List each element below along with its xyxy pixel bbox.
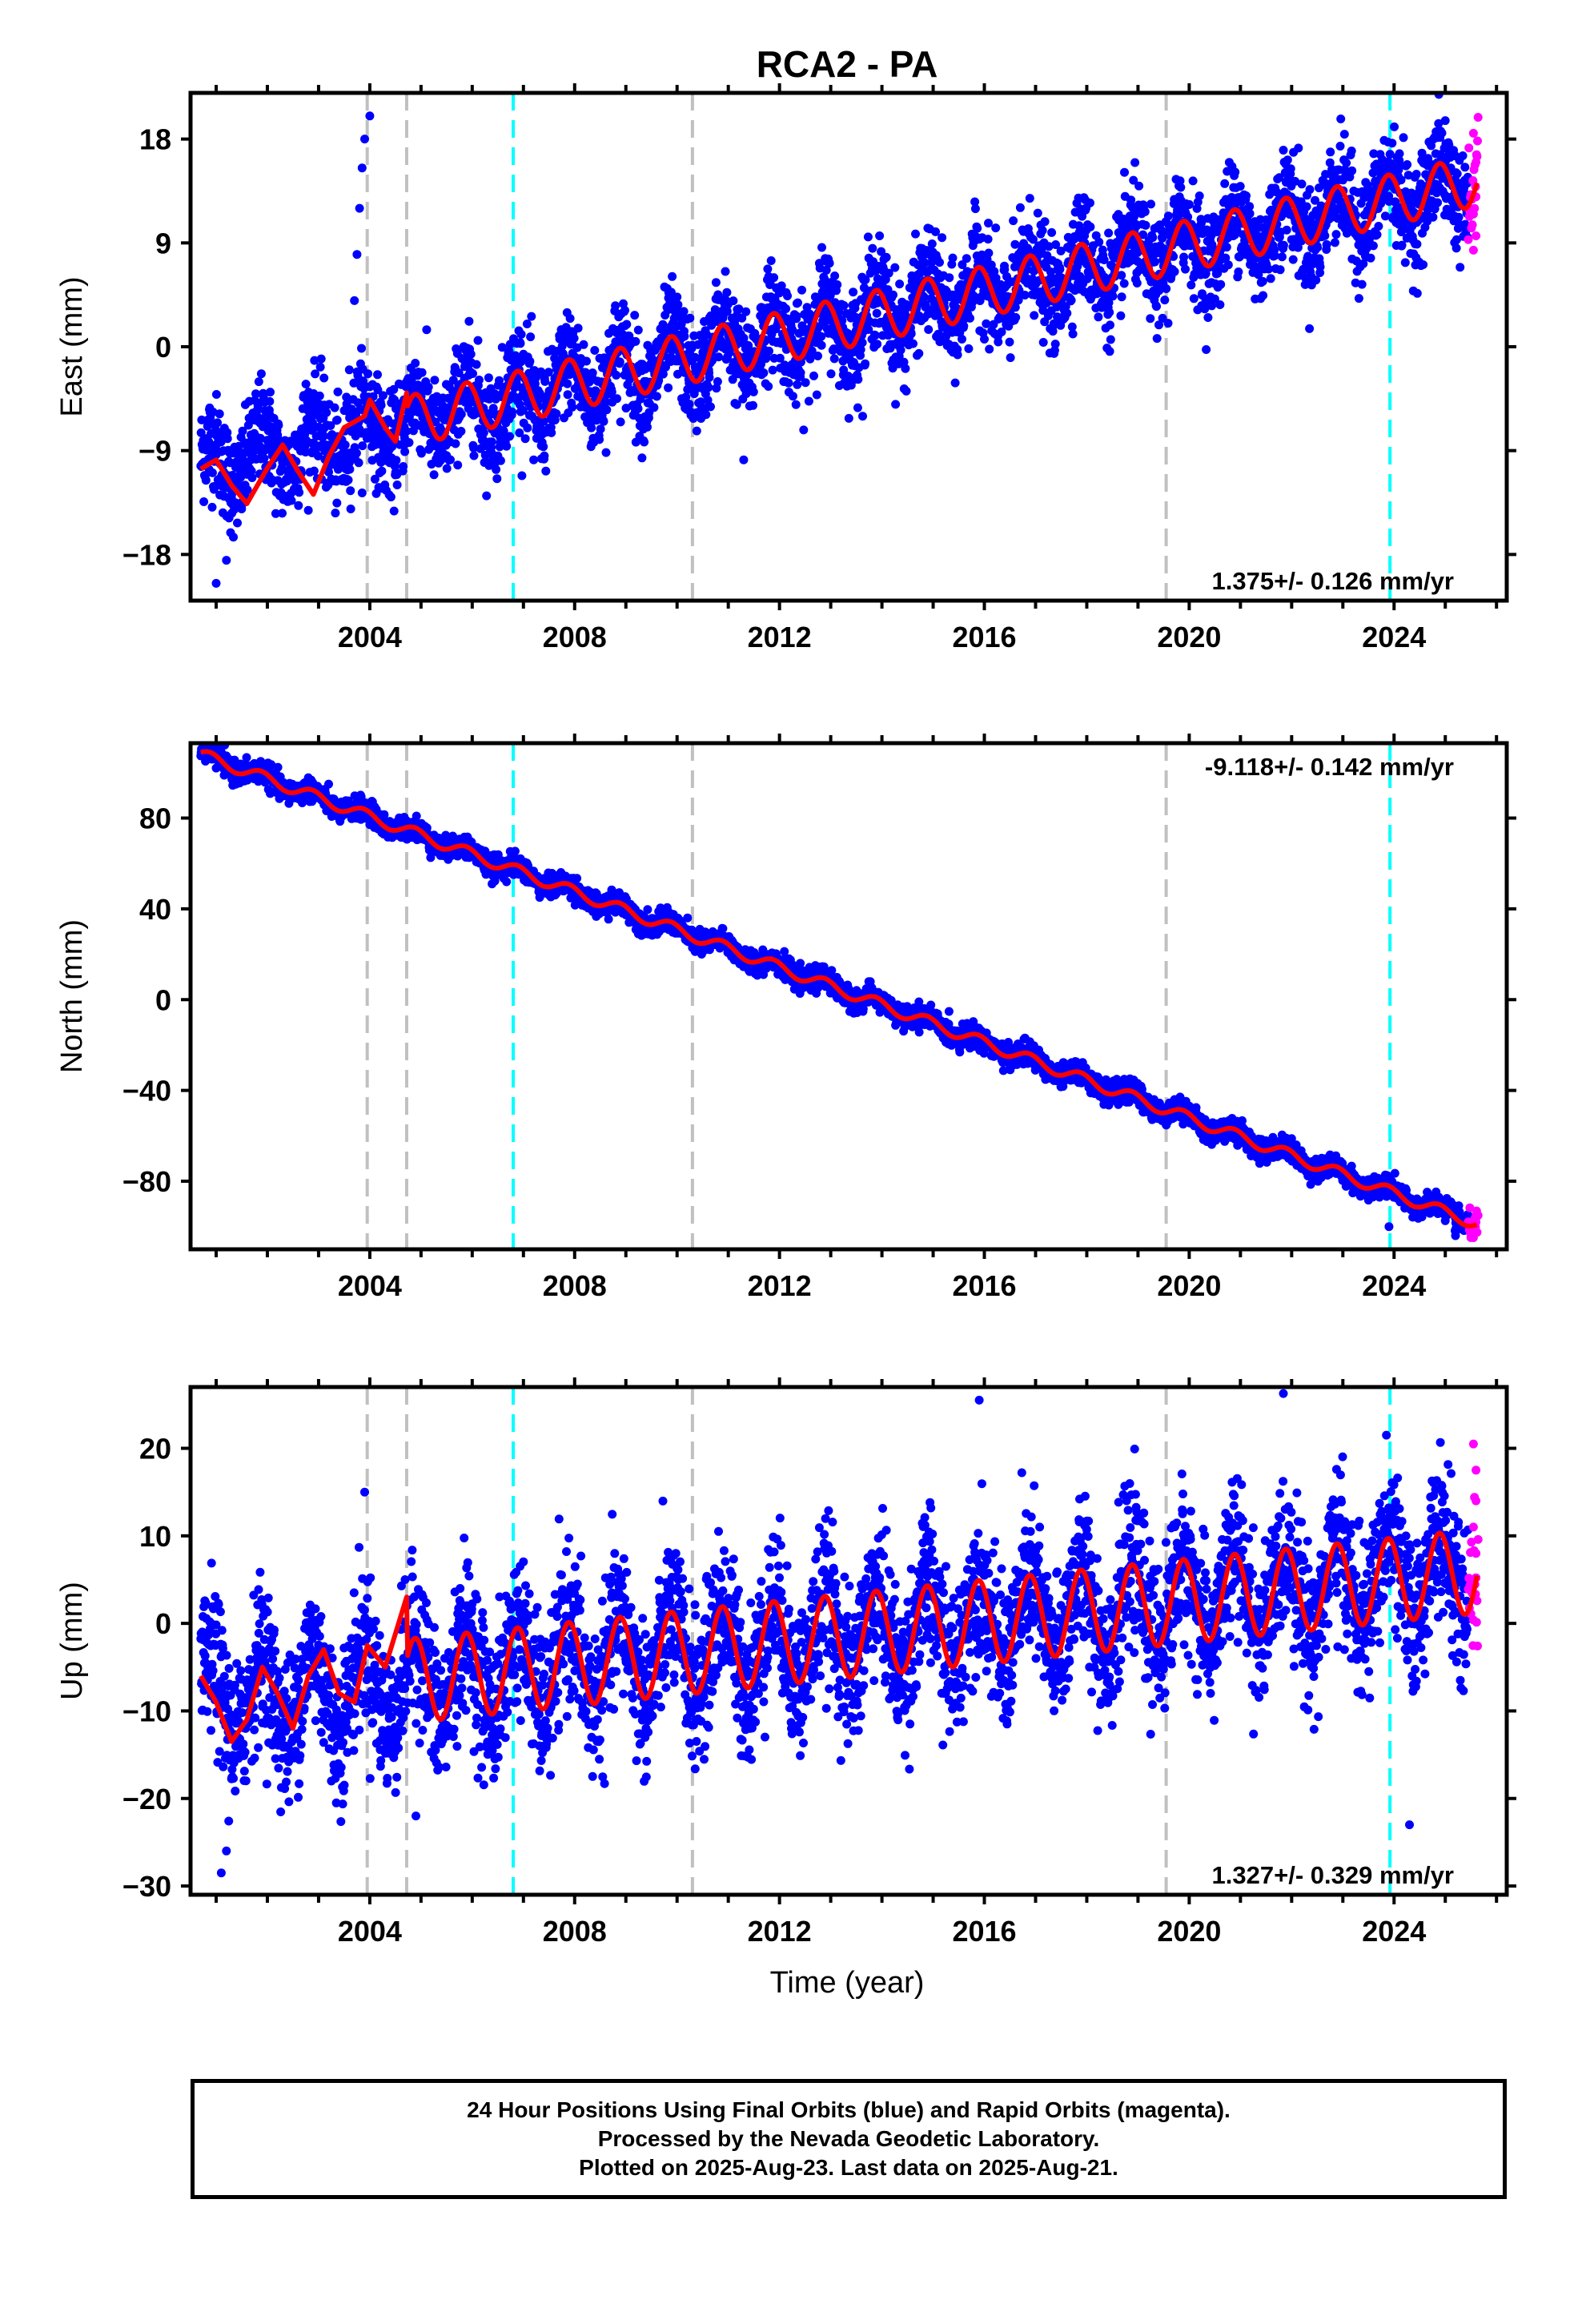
x-tick-label: 2008 (543, 1915, 607, 1948)
x-tick-label: 2016 (952, 1269, 1016, 1302)
final-orbit-points (196, 93, 1473, 588)
rate-label: 1.375+/- 0.126 mm/yr (1212, 567, 1454, 595)
model-fit-curve (199, 1530, 1480, 1744)
y-tick-label: −80 (122, 1165, 171, 1198)
x-tick-label: 2020 (1157, 1915, 1221, 1948)
x-tick-label: 2012 (748, 1269, 812, 1302)
y-tick-label: 0 (155, 1607, 171, 1640)
x-tick-label: 2008 (543, 621, 607, 653)
plot-frame (188, 741, 1509, 1252)
y-tick-label: 20 (139, 1433, 171, 1466)
y-tick-label: 18 (139, 123, 171, 156)
y-tick-label: −20 (122, 1783, 171, 1815)
final-orbit-points (196, 1389, 1473, 1878)
y-tick-label: −18 (122, 538, 171, 571)
x-tick-label: 2024 (1362, 621, 1426, 653)
y-axis-label: North (mm) (55, 919, 89, 1073)
x-tick-label: 2004 (338, 621, 402, 653)
x-tick-label: 2016 (952, 1915, 1016, 1948)
x-tick-label: 2020 (1157, 621, 1221, 653)
y-tick-label: −30 (122, 1870, 171, 1903)
model-fit-curve (199, 749, 1479, 1228)
x-tick-label: 2004 (338, 1269, 402, 1302)
x-tick-label: 2020 (1157, 1269, 1221, 1302)
footer-line-1: 24 Hour Positions Using Final Orbits (bl… (467, 2097, 1231, 2122)
panel-east: 18 9 0 −9 −18 2004 2008 2012 2016 2020 2024 East (m… (55, 83, 1516, 653)
rate-label: 1.327+/- 0.329 mm/yr (1212, 1861, 1454, 1889)
panels: 18 9 0 −9 −18 2004 2008 2012 2016 2020 2024 East (m… (55, 83, 1516, 1948)
rate-label: -9.118+/- 0.142 mm/yr (1205, 753, 1454, 781)
y-tick-label: 0 (155, 331, 171, 364)
y-axis-label: East (mm) (55, 276, 89, 416)
x-tick-label: 2008 (543, 1269, 607, 1302)
rapid-orbit-points (1464, 1203, 1483, 1242)
x-tick-label: 2016 (952, 621, 1016, 653)
y-tick-label: 80 (139, 802, 171, 835)
y-tick-label: 10 (139, 1520, 171, 1553)
y-tick-label: 0 (155, 983, 171, 1016)
x-tick-label: 2004 (338, 1915, 402, 1948)
y-tick-label: 9 (155, 227, 171, 259)
y-axis-label: Up (mm) (55, 1582, 89, 1700)
footer-line-2: Processed by the Nevada Geodetic Laborat… (597, 2126, 1100, 2151)
y-tick-label: −9 (139, 435, 171, 468)
y-tick-label: 40 (139, 893, 171, 926)
panel-north: 80 40 0 −40 −80 2004 2008 2012 2016 2020 2024 North… (55, 734, 1516, 1302)
footer-line-3: Plotted on 2025-Aug-23. Last data on 202… (579, 2155, 1118, 2180)
x-tick-label: 2024 (1362, 1915, 1426, 1948)
x-tick-label: 2012 (748, 1915, 812, 1948)
plot-frame (188, 1385, 1509, 1897)
x-tick-label: 2024 (1362, 1269, 1426, 1302)
y-tick-label: −10 (122, 1695, 171, 1727)
panel-up: 20 10 0 −10 −20 −30 2004 2008 2012 2016 2020 2024 Up… (55, 1377, 1516, 1948)
footer-box: 24 Hour Positions Using Final Orbits (bl… (191, 2079, 1507, 2199)
chart-title: RCA2 - PA (757, 43, 938, 85)
x-axis-label: Time (year) (770, 1966, 925, 2000)
x-tick-label: 2012 (748, 621, 812, 653)
model-fit-curve (199, 161, 1480, 506)
rapid-orbit-points (1464, 1439, 1483, 1651)
y-tick-label: −40 (122, 1075, 171, 1108)
